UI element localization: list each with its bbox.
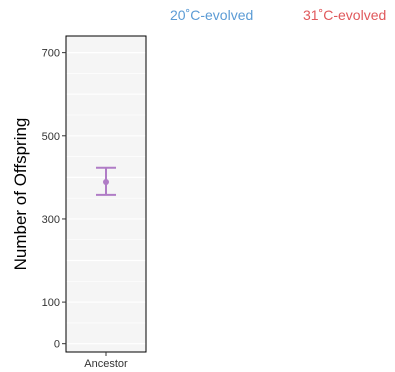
y-tick-label: 500 bbox=[42, 131, 60, 143]
y-tick-label: 100 bbox=[42, 297, 60, 309]
y-tick-label: 700 bbox=[42, 48, 60, 60]
y-axis-title: Number of Offspring bbox=[11, 118, 30, 271]
data-marks bbox=[96, 166, 116, 196]
grid-lines bbox=[66, 52, 146, 345]
legend: 20˚C-evolved 31˚C-evolved bbox=[170, 7, 386, 23]
y-tick-label: 300 bbox=[42, 214, 60, 226]
legend-item-20c-evolved: 20˚C-evolved bbox=[170, 7, 253, 23]
y-tick-label: 0 bbox=[54, 339, 60, 351]
y-axis: 0 100 300 500 700 bbox=[42, 48, 66, 351]
legend-item-31c-evolved: 31˚C-evolved bbox=[303, 7, 386, 23]
data-point-ancestor bbox=[103, 178, 109, 185]
x-axis: Ancestor bbox=[84, 352, 128, 370]
x-tick-label: Ancestor bbox=[84, 358, 128, 370]
